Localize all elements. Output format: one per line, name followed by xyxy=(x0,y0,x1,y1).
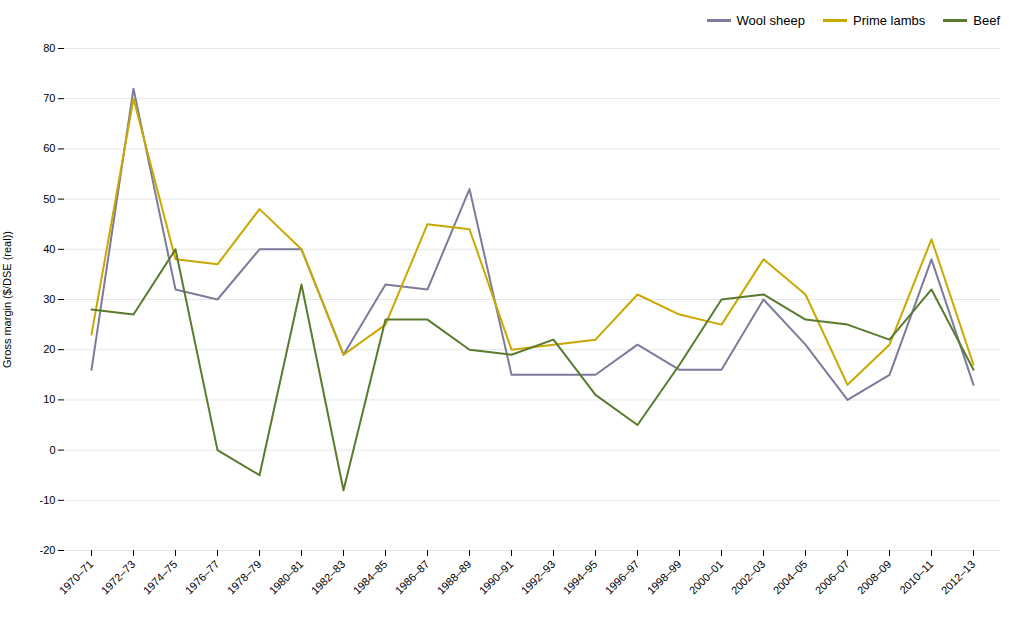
html-text:Beef: Beef xyxy=(973,12,1000,28)
svg-text:60: 60 xyxy=(43,142,55,154)
svg-text:1990–91: 1990–91 xyxy=(477,558,516,597)
svg-text:2000–01: 2000–01 xyxy=(687,558,726,597)
svg-text:80: 80 xyxy=(43,42,55,54)
svg-text:-20: -20 xyxy=(40,544,56,556)
svg-text:2002–03: 2002–03 xyxy=(729,558,768,597)
svg-text:1988–89: 1988–89 xyxy=(435,558,474,597)
svg-text:2012–13: 2012–13 xyxy=(939,558,978,597)
svg-text:1996–97: 1996–97 xyxy=(603,558,642,597)
svg-text:40: 40 xyxy=(43,243,55,255)
svg-text:50: 50 xyxy=(43,193,55,205)
svg-text:1970–71: 1970–71 xyxy=(57,558,96,597)
svg-text:0: 0 xyxy=(49,444,55,456)
html-text:Prime lambs: Prime lambs xyxy=(853,12,926,28)
svg-text:1980–81: 1980–81 xyxy=(267,558,306,597)
svg-text:-10: -10 xyxy=(40,494,56,506)
svg-text:1984–85: 1984–85 xyxy=(351,558,390,597)
svg-text:Gross margin ($/DSE (real)): Gross margin ($/DSE (real)) xyxy=(1,231,13,368)
svg-text:1972–73: 1972–73 xyxy=(99,558,138,597)
svg-text:1978–79: 1978–79 xyxy=(225,558,264,597)
html-text:Wool sheep: Wool sheep xyxy=(736,12,805,28)
svg-text:2004–05: 2004–05 xyxy=(771,558,810,597)
svg-text:1974–75: 1974–75 xyxy=(141,558,180,597)
svg-text:2006–07: 2006–07 xyxy=(813,558,852,597)
svg-text:10: 10 xyxy=(43,393,55,405)
svg-text:30: 30 xyxy=(43,293,55,305)
svg-text:1982–83: 1982–83 xyxy=(309,558,348,597)
svg-text:2010–11: 2010–11 xyxy=(897,558,935,596)
svg-text:20: 20 xyxy=(43,343,55,355)
svg-text:1976–77: 1976–77 xyxy=(183,558,222,597)
svg-text:70: 70 xyxy=(43,92,55,104)
svg-text:2008–09: 2008–09 xyxy=(855,558,894,597)
svg-text:1998–99: 1998–99 xyxy=(645,558,684,597)
svg-text:1994–95: 1994–95 xyxy=(561,558,600,597)
svg-text:1986–87: 1986–87 xyxy=(393,558,432,597)
svg-text:1992–93: 1992–93 xyxy=(519,558,558,597)
